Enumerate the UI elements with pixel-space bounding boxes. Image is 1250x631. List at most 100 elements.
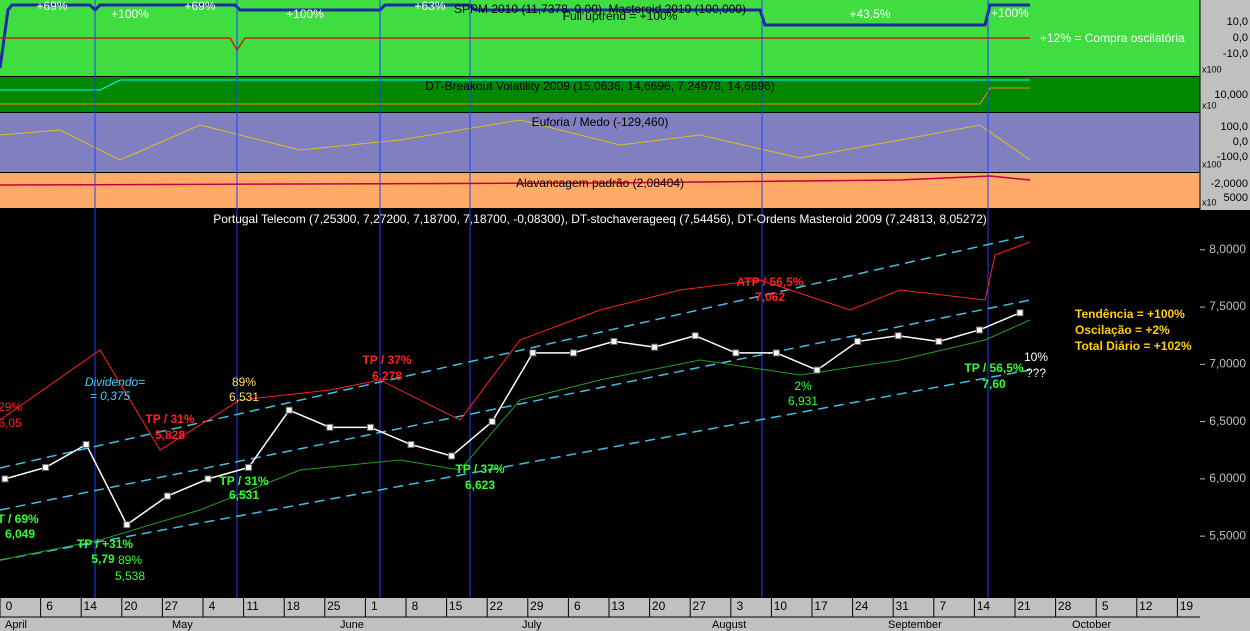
panel-note: Full uptrend = +100%: [563, 9, 678, 23]
annotation: 7,60: [982, 377, 1006, 391]
annotation: 6,278: [372, 369, 402, 383]
annotation: TP / 37%: [455, 462, 504, 476]
annotation: 6,931: [788, 394, 818, 408]
summary: Total Diário = +102%: [1075, 339, 1192, 353]
y-tick-label: 6,0000: [1209, 471, 1246, 485]
x-tick-label: 0: [6, 599, 13, 613]
y-tick-label: 7,5000: [1209, 299, 1246, 313]
price-marker: [326, 423, 334, 431]
scale-label: x100: [1202, 586, 1222, 596]
month-label: June: [340, 619, 364, 631]
y-tick-label: 0,0: [1233, 32, 1248, 44]
y-tick-label: 8,0000: [1209, 242, 1246, 256]
annotation: 5,828: [155, 428, 185, 442]
panel-note: +12% = Compra oscilatória: [1040, 31, 1185, 45]
lower-band: [0, 319, 1031, 561]
annotation: TP / 31%: [145, 412, 194, 426]
x-tick-label: 29: [530, 599, 544, 613]
annotation: 2%: [794, 379, 812, 393]
price-marker: [935, 337, 943, 345]
annotation: 7,062: [755, 290, 785, 304]
sentiment-line: [0, 119, 1031, 161]
y-tick-label: 100,0: [1220, 121, 1248, 133]
x-tick-label: 13: [611, 599, 625, 613]
price-marker: [366, 423, 374, 431]
y-tick-label: 6,5000: [1209, 414, 1246, 428]
trend-label: +100%: [286, 7, 324, 21]
price-marker: [772, 349, 780, 357]
annotation: 10%: [1024, 350, 1048, 364]
y-tick-label: 5,5000: [1209, 528, 1246, 542]
annotation: 89%: [118, 553, 142, 567]
trend-label: +100%: [991, 6, 1029, 20]
panel-bg: [0, 113, 1200, 172]
annotation: 6,05: [0, 416, 22, 430]
x-tick-label: 20: [124, 599, 138, 613]
x-tick-label: 4: [209, 599, 216, 613]
price-marker: [123, 521, 131, 529]
price-marker: [854, 337, 862, 345]
price-line: [4, 312, 1021, 526]
scale-label: x10: [1202, 197, 1217, 207]
month-label: May: [172, 619, 193, 631]
panel-bg: [0, 77, 1200, 112]
x-tick-label: 14: [977, 599, 991, 613]
annotation: 6,531: [229, 390, 259, 404]
y-tick-label: 7,0000: [1209, 357, 1246, 371]
x-tick-label: 5: [1102, 599, 1109, 613]
price-marker: [529, 349, 537, 357]
x-tick-label: 28: [1058, 599, 1072, 613]
price-marker: [813, 366, 821, 374]
annotation: ???: [1026, 366, 1046, 380]
volatility-line: [0, 79, 1030, 91]
x-tick-label: 27: [165, 599, 179, 613]
trend-label: +43,5%: [849, 7, 890, 21]
panel-bg: [0, 173, 1200, 208]
y-tick-label: 0,0: [1233, 136, 1248, 148]
annotation: ATP / 56,5%: [737, 275, 804, 289]
trend-label: +63%: [414, 0, 445, 13]
month-label: July: [522, 619, 542, 631]
month-label: September: [888, 619, 942, 631]
price-marker: [1016, 309, 1024, 317]
x-tick-label: 27: [693, 599, 707, 613]
axis-bg: [1200, 210, 1250, 598]
leverage-line: [0, 175, 1031, 186]
annotation: TP / 37%: [362, 353, 411, 367]
price-marker: [610, 337, 618, 345]
x-tick-label: 17: [814, 599, 828, 613]
price-marker: [975, 326, 983, 334]
x-tick-label: 11: [246, 599, 259, 613]
trend-label: +69%: [36, 0, 67, 13]
annotation: 6,623: [465, 478, 495, 492]
annotation: 6,049: [5, 527, 35, 541]
annotation: T / 69%: [0, 512, 39, 526]
volatility-line: [0, 87, 1030, 105]
upper-band: [0, 241, 1031, 451]
x-tick-label: 25: [327, 599, 341, 613]
y-tick-label: -100,0: [1217, 151, 1248, 163]
y-tick-label: -10,0: [1223, 48, 1248, 60]
x-tick-label: 19: [1180, 599, 1194, 613]
x-tick-label: 21: [1017, 599, 1031, 613]
annotation: = 0,375: [90, 389, 131, 403]
price-marker: [245, 463, 253, 471]
x-tick-label: 10: [774, 599, 788, 613]
scale-label: x100: [1202, 64, 1222, 74]
x-tick-label: 12: [1139, 599, 1153, 613]
annotation: TP / +31%: [77, 537, 133, 551]
y-tick-label: 5000: [1224, 192, 1248, 204]
scale-label: x10: [1202, 100, 1217, 110]
x-tick-label: 1: [371, 599, 378, 613]
price-marker: [42, 463, 50, 471]
price-marker: [488, 418, 496, 426]
annotation: 29%: [0, 400, 22, 414]
trend-label: +100%: [111, 7, 149, 21]
x-tick-label: 22: [490, 599, 504, 613]
x-tick-label: 20: [652, 599, 666, 613]
chart-title: Portugal Telecom (7,25300, 7,27200, 7,18…: [213, 212, 987, 226]
price-marker: [163, 492, 171, 500]
annotation: 5,538: [115, 569, 145, 583]
panel-title: DT-Breakout Volatility 2009 (15,0636, 14…: [425, 79, 775, 93]
